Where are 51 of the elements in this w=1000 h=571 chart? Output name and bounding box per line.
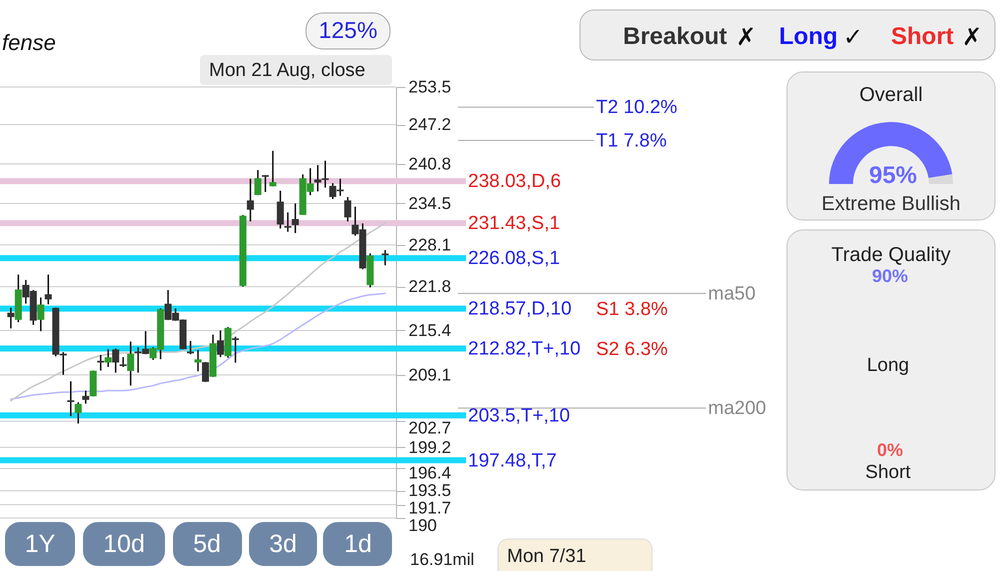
y-tick-label: 234.5 bbox=[408, 194, 452, 213]
text: Breakout bbox=[623, 23, 728, 50]
ref-line-label: 226.08,S,1 bbox=[468, 248, 560, 270]
text: 1Y bbox=[24, 530, 56, 558]
text: 5d bbox=[193, 530, 221, 558]
text: Short bbox=[891, 23, 954, 50]
ref-line-label: 218.57,D,10 bbox=[468, 298, 572, 320]
text: Trade Quality bbox=[831, 244, 951, 266]
text: 1d bbox=[344, 530, 372, 558]
y-tick-label: 190 bbox=[408, 516, 437, 535]
text: 90% bbox=[872, 266, 908, 286]
text: ✗ bbox=[736, 23, 756, 51]
ref-line-label: 203.5,T+,10 bbox=[468, 405, 570, 426]
text: 125% bbox=[318, 17, 378, 43]
text: S1 3.8% bbox=[596, 299, 668, 320]
text: S2 6.3% bbox=[596, 339, 668, 360]
text: 0% bbox=[876, 440, 904, 460]
chart-subtitle: Mon 21 Aug, close bbox=[209, 60, 366, 81]
y-tick-label: 199.2 bbox=[408, 438, 452, 457]
y-tick-label: 209.1 bbox=[408, 365, 452, 384]
y-tick-label: 253.5 bbox=[408, 78, 452, 96]
chart-title: Overall bbox=[859, 84, 923, 106]
text: 16.91mil bbox=[410, 550, 474, 569]
y-tick-label: 215.4 bbox=[408, 320, 452, 340]
ref-line-label: T2 10.2% bbox=[596, 97, 678, 118]
text: Long bbox=[866, 355, 910, 376]
text: 10d bbox=[103, 530, 145, 558]
ref-line-label: 231.43,S,1 bbox=[468, 213, 560, 234]
y-tick-label: 191.7 bbox=[408, 498, 452, 518]
ref-line-label: 238.03,D,6 bbox=[468, 171, 561, 192]
y-tick-label: 247.2 bbox=[408, 115, 452, 134]
y-tick-label: 202.7 bbox=[408, 418, 452, 438]
text: ✓ bbox=[843, 23, 864, 51]
text: Long bbox=[779, 23, 838, 50]
text: ✗ bbox=[962, 23, 982, 51]
text: Mon 7/31 bbox=[507, 546, 586, 567]
ref-line-label: ma200 bbox=[708, 398, 766, 420]
text: Short bbox=[865, 462, 912, 483]
y-tick-label: 228.1 bbox=[408, 235, 452, 254]
ref-line-label: T1 7.8% bbox=[596, 130, 667, 152]
y-tick-label: 221.8 bbox=[408, 277, 452, 296]
y-tick-label: 196.4 bbox=[408, 463, 452, 482]
y-tick-label: 240.8 bbox=[408, 154, 452, 174]
text: 3d bbox=[269, 530, 297, 558]
ref-line-label: 212.82,T+,10 bbox=[468, 338, 581, 360]
text: fense bbox=[2, 30, 56, 55]
data-label: 95% bbox=[868, 162, 918, 189]
text: Extreme Bullish bbox=[822, 193, 960, 215]
ref-line-label: 197.48,T,7 bbox=[468, 450, 557, 472]
y-tick-label: 193.5 bbox=[408, 480, 452, 500]
ref-line-label: ma50 bbox=[708, 283, 756, 304]
